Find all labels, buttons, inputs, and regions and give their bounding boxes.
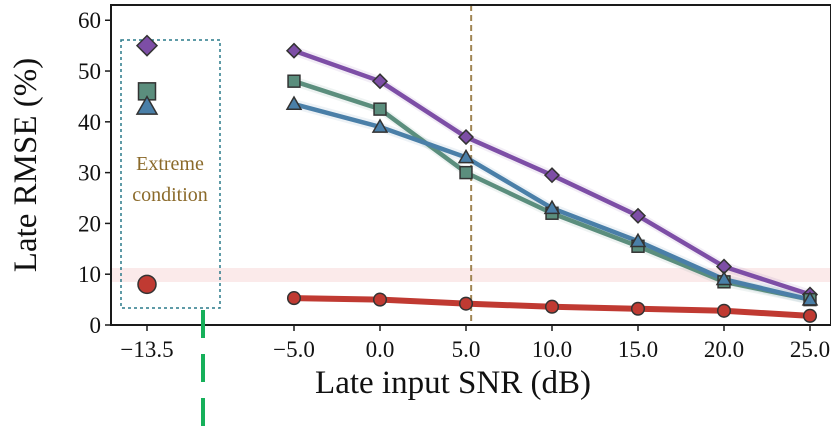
data-point-diamond [457,129,475,146]
y-axis-ticks: 0 10 20 30 40 50 60 [78,8,111,338]
x-tick-label: 10.0 [532,337,572,362]
data-point-triangle [801,291,819,306]
data-point-circle [630,301,646,316]
x-axis-label: Late input SNR (dB) [315,365,591,401]
data-point-circle [372,292,388,307]
data-point-triangle [457,148,475,164]
extreme-condition-box [120,39,221,309]
x-tick-label: 25.0 [790,337,830,362]
series-markers [135,34,819,323]
data-point-triangle [371,118,389,133]
data-point-triangle [629,232,647,248]
x-tick-label: −5.0 [273,337,315,362]
data-point-circle [458,296,474,311]
data-point-square [373,102,387,116]
x-axis-ticks: −13.5 −5.0 0.0 5.0 10.0 15.0 20.0 25.0 [120,325,830,362]
x-tick-label: 5.0 [452,337,481,362]
y-tick-label: 10 [78,262,101,287]
data-point-circle [544,299,560,314]
data-point-triangle [543,199,561,215]
y-axis-label: Late RMSE (%) [8,58,44,272]
x-tick-label: −13.5 [120,337,173,362]
extreme-point-diamond [135,34,159,57]
data-point-diamond [371,73,389,90]
data-point-triangle [285,95,303,111]
data-point-square [287,74,301,88]
y-tick-label: 20 [78,211,101,236]
extreme-condition-label-line2: condition [132,184,208,206]
extreme-point-circle [137,274,157,295]
data-point-circle [286,291,302,306]
data-point-triangle [715,270,733,286]
x-tick-label: 0.0 [366,337,395,362]
y-tick-label: 40 [78,110,101,135]
extreme-condition-label-line1: Extreme [136,153,204,175]
y-tick-label: 50 [78,59,101,84]
data-point-circle [716,303,732,318]
y-tick-label: 60 [78,8,101,33]
y-tick-label: 0 [90,313,102,338]
data-point-diamond [543,167,561,184]
data-point-square [459,165,473,180]
data-point-circle [802,308,818,323]
data-point-diamond [629,207,647,224]
x-tick-label: 20.0 [704,337,744,362]
data-point-diamond [285,42,303,59]
y-tick-label: 30 [78,161,101,186]
x-tick-label: 15.0 [618,337,658,362]
extreme-point-triangle [135,95,159,115]
plot-frame [110,4,831,326]
